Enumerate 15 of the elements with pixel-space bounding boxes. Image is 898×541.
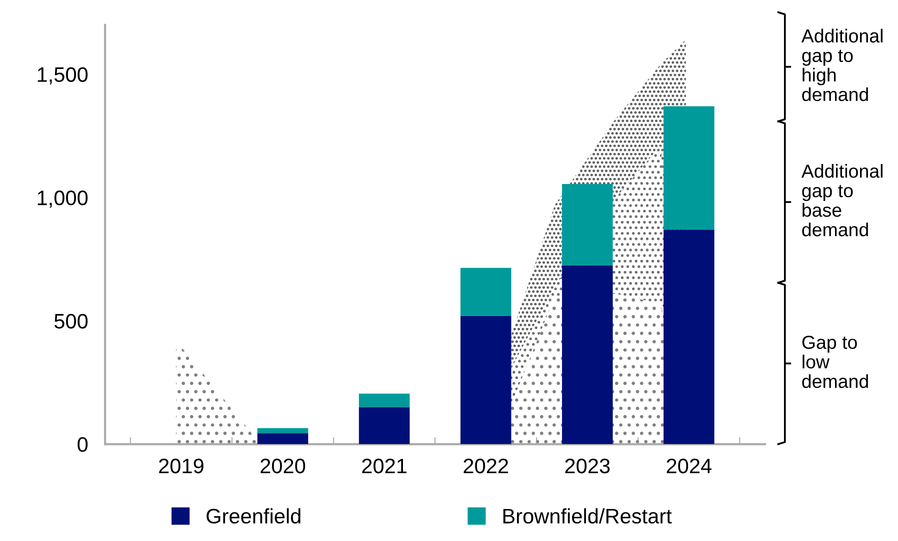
y-tick-label: 1,000 [38, 190, 88, 208]
legend-label: Brownfield/Restart [503, 508, 672, 524]
x-tick-label: 2020 [260, 458, 306, 474]
y-tick-label: 0 [78, 437, 88, 452]
legend-label: Greenfield [206, 508, 300, 524]
text: Gap to low demand [802, 336, 868, 388]
y-tick-label: 500 [54, 314, 88, 329]
x-tick-label: 2022 [464, 458, 508, 474]
x-tick-label: 2023 [565, 458, 610, 474]
text: Additional gap to base demand [801, 164, 882, 236]
text: Additional gap to high demand [801, 28, 882, 102]
x-tick-label: 2021 [362, 458, 406, 474]
y-tick-label: 1,500 [38, 67, 88, 84]
x-tick-label: 2024 [666, 458, 712, 474]
x-tick-label: 2019 [159, 458, 204, 474]
